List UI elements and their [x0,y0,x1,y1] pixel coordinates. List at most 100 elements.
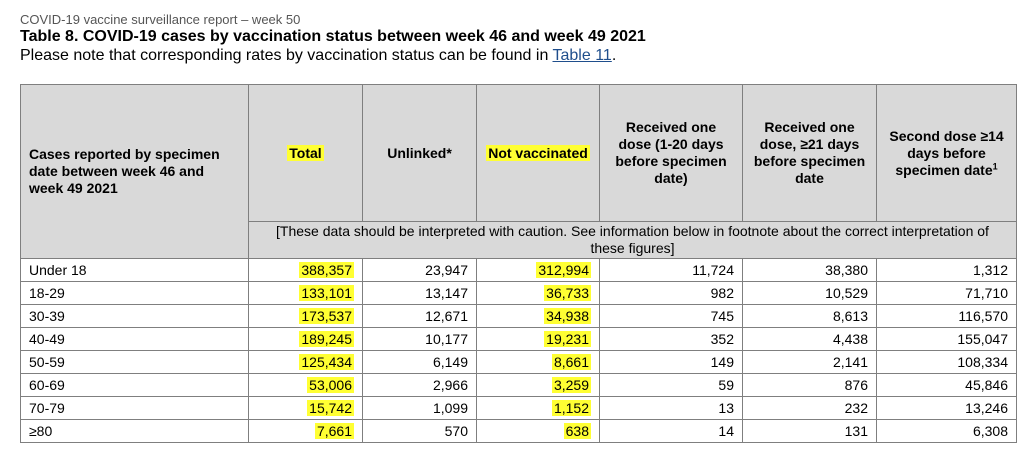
table-row: 60-69 53,006 2,966 3,259 59 876 45,846 [20,373,1017,397]
table-row: 40-49 189,245 10,177 19,231 352 4,438 155,047 [20,327,1017,351]
cell-age: 18-29 [20,281,249,305]
report-header: COVID-19 vaccine surveillance report – w… [20,12,301,27]
cell-one-dose-21: 4,438 [742,327,877,351]
note-suffix: . [611,47,617,64]
table-body: Under 18 388,357 23,947 312,994 11,724 38,380… [20,258,1017,443]
cell-total: 388,357 [248,258,363,282]
cell-one-dose-1-20: 745 [599,304,743,328]
highlighted-value: 15,742 [307,400,354,416]
cell-one-dose-1-20: 982 [599,281,743,305]
cases-by-vaccination-table: Cases reported by specimen date between … [20,84,1017,443]
caution-row: [These data should be interpreted with c… [21,221,1017,259]
cell-one-dose-1-20: 14 [599,419,743,443]
highlighted-value: 638 [563,423,591,439]
cell-second-dose: 116,570 [876,304,1017,328]
cell-second-dose: 45,846 [876,373,1017,397]
cell-one-dose-1-20: 13 [599,396,743,420]
table-row: 30-39 173,537 12,671 34,938 745 8,613 116,570 [20,304,1017,328]
highlighted-value: 173,537 [299,308,354,324]
cell-age: Under 18 [20,258,249,282]
cell-unlinked: 570 [362,419,477,443]
cell-total: 133,101 [248,281,363,305]
header-one-dose-1-20: Received one dose (1-20 days before spec… [599,84,743,222]
cell-not-vaccinated: 36,733 [476,281,600,305]
table-row: 50-59 125,434 6,149 8,661 149 2,141 108,334 [20,350,1017,374]
highlighted-value: 189,245 [299,331,354,347]
cell-age: 50-59 [20,350,249,374]
cell-one-dose-1-20: 59 [599,373,743,397]
cell-age: 70-79 [20,396,249,420]
cell-one-dose-21: 2,141 [742,350,877,374]
highlighted-value: 125,434 [299,354,354,370]
cell-unlinked: 12,671 [362,304,477,328]
highlighted-value: 3,259 [551,377,591,393]
cell-age: ≥80 [20,419,249,443]
cell-second-dose: 1,312 [876,258,1017,282]
cell-unlinked: 23,947 [362,258,477,282]
header-total-label: Total [287,144,324,161]
cell-not-vaccinated: 3,259 [476,373,600,397]
cell-second-dose: 108,334 [876,350,1017,374]
table-row: 70-79 15,742 1,099 1,152 13 232 13,246 [20,396,1017,420]
header-not-vaccinated: Not vaccinated [476,84,600,222]
highlighted-value: 53,006 [307,377,354,393]
table-row: 18-29 133,101 13,147 36,733 982 10,529 71,710 [20,281,1017,305]
cell-second-dose: 155,047 [876,327,1017,351]
cell-one-dose-21: 876 [742,373,877,397]
highlighted-value: 36,733 [544,285,591,301]
table-note: Please note that corresponding rates by … [20,47,616,65]
header-total: Total [248,84,363,222]
cell-total: 15,742 [248,396,363,420]
cell-total: 125,434 [248,350,363,374]
note-prefix: Please note that corresponding rates by … [20,47,553,64]
cell-unlinked: 10,177 [362,327,477,351]
highlighted-value: 133,101 [299,285,354,301]
cell-not-vaccinated: 1,152 [476,396,600,420]
highlighted-value: 34,938 [544,308,591,324]
cell-one-dose-21: 8,613 [742,304,877,328]
cell-age: 30-39 [20,304,249,328]
cell-second-dose: 6,308 [876,419,1017,443]
cell-one-dose-21: 232 [742,396,877,420]
cell-total: 173,537 [248,304,363,328]
table-title: Table 8. COVID-19 cases by vaccination s… [20,28,646,45]
cell-total: 189,245 [248,327,363,351]
cell-unlinked: 2,966 [362,373,477,397]
highlighted-value: 8,661 [551,354,591,370]
cell-age: 60-69 [20,373,249,397]
cell-one-dose-21: 38,380 [742,258,877,282]
cell-one-dose-1-20: 11,724 [599,258,743,282]
caution-note: [These data should be interpreted with c… [248,221,1017,259]
highlighted-value: 1,152 [551,400,591,416]
header-one-dose-21: Received one dose, ≥21 days before speci… [742,84,877,222]
cell-one-dose-21: 131 [742,419,877,443]
cell-total: 53,006 [248,373,363,397]
highlighted-value: 7,661 [314,423,354,439]
cell-unlinked: 6,149 [362,350,477,374]
table-header-row: Cases reported by specimen date between … [20,84,1017,259]
cell-one-dose-1-20: 352 [599,327,743,351]
header-unlinked: Unlinked* [362,84,477,222]
cell-not-vaccinated: 638 [476,419,600,443]
highlighted-value: 388,357 [299,262,354,278]
cell-unlinked: 1,099 [362,396,477,420]
cell-second-dose: 13,246 [876,396,1017,420]
cell-not-vaccinated: 8,661 [476,350,600,374]
table-row: ≥80 7,661 570 638 14 131 6,308 [20,419,1017,443]
cell-not-vaccinated: 312,994 [476,258,600,282]
cell-second-dose: 71,710 [876,281,1017,305]
header-not-vaccinated-label: Not vaccinated [486,144,590,161]
footnote-marker: 1 [992,160,998,171]
cell-one-dose-21: 10,529 [742,281,877,305]
cell-not-vaccinated: 19,231 [476,327,600,351]
highlighted-value: 312,994 [536,262,591,278]
cell-age: 40-49 [20,327,249,351]
table-11-link[interactable]: Table 11 [552,47,612,64]
cell-not-vaccinated: 34,938 [476,304,600,328]
table-row: Under 18 388,357 23,947 312,994 11,724 38,380… [20,258,1017,282]
cell-one-dose-1-20: 149 [599,350,743,374]
header-age-group: Cases reported by specimen date between … [20,84,249,259]
highlighted-value: 19,231 [544,331,591,347]
cell-unlinked: 13,147 [362,281,477,305]
cell-total: 7,661 [248,419,363,443]
